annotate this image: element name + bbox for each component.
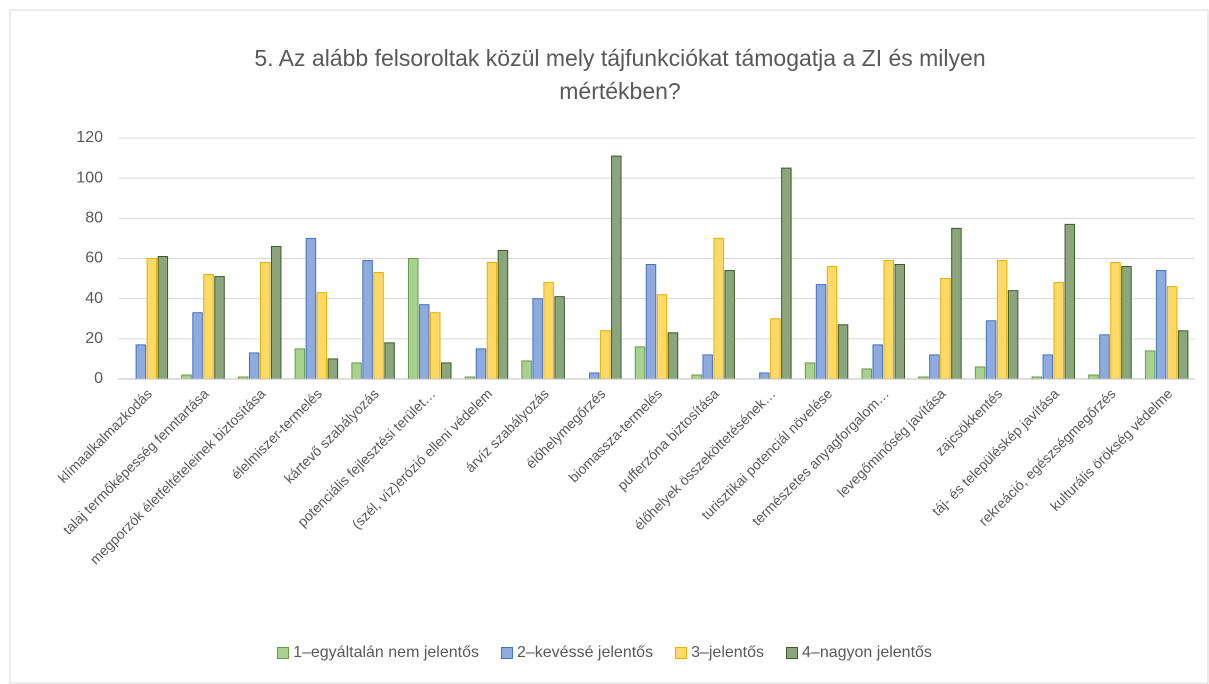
bar (543, 282, 554, 380)
bar (373, 272, 384, 380)
bar (656, 294, 668, 380)
bar (929, 354, 940, 380)
bar (146, 258, 158, 380)
bar (203, 274, 214, 380)
bar (270, 245, 282, 380)
bar (1144, 350, 1156, 380)
bar (259, 262, 271, 380)
chart-title: 5. Az alább felsoroltak közül mely tájfu… (254, 45, 986, 104)
bar (419, 304, 430, 380)
x-tick-label: biomassza-termelés (565, 385, 665, 485)
bar (974, 366, 986, 380)
y-tick-label: 20 (85, 330, 103, 347)
x-tick-label: levegőminőség javítása (834, 385, 949, 500)
bar (861, 368, 872, 380)
bar (430, 312, 441, 380)
bar (135, 344, 147, 380)
bar (214, 276, 225, 380)
bar (157, 255, 169, 380)
bar (781, 167, 792, 380)
bar (713, 237, 724, 380)
bar (894, 264, 905, 380)
bar (497, 249, 509, 380)
bar (441, 362, 452, 380)
legend-label: 2–kevéssé jelentős (516, 644, 654, 661)
bar (1177, 330, 1189, 380)
bar (475, 348, 487, 380)
x-tick-label: kulturális örökség védelme (1047, 385, 1176, 514)
bar (486, 262, 498, 380)
bar (1110, 262, 1121, 380)
bar (1088, 374, 1099, 380)
bar (316, 292, 328, 380)
bar (872, 344, 883, 380)
bar (554, 296, 565, 380)
bar (667, 332, 679, 380)
bar (770, 318, 781, 380)
bar (691, 374, 702, 380)
bar (1053, 282, 1065, 380)
bar (532, 298, 543, 380)
bar (1064, 223, 1076, 380)
bar (826, 266, 838, 380)
bar (702, 354, 713, 380)
legend-item: 4–nagyon jelentős (786, 644, 932, 662)
bar (985, 320, 997, 380)
y-tick-label: 60 (85, 250, 103, 267)
legend-swatch (500, 647, 513, 659)
bar (1099, 334, 1110, 380)
bar (1042, 354, 1054, 380)
y-tick-label: 0 (94, 370, 103, 387)
legend-label: 1–egyáltalán nem jelentős (293, 644, 479, 661)
y-tick-label: 80 (85, 210, 103, 227)
legend-swatch (675, 647, 688, 659)
bar (521, 360, 532, 380)
chart-border (9, 9, 1209, 684)
legend-swatch (277, 647, 290, 659)
bar (837, 324, 849, 380)
bar (589, 372, 600, 380)
bar (1166, 286, 1178, 380)
bar (634, 346, 646, 380)
bar (351, 362, 362, 380)
legend: 1–egyáltalán nem jelentős 2–kevéssé jelen… (0, 644, 1209, 662)
bar (248, 352, 260, 380)
x-tick-label: kártevő szabályozás (281, 385, 382, 486)
bar (611, 155, 622, 380)
bar (408, 258, 419, 380)
legend-label: 4–nagyon jelentős (802, 644, 932, 661)
bar (294, 348, 306, 380)
bar (192, 312, 203, 380)
legend-item: 3–jelentős (675, 644, 764, 662)
bar (883, 260, 894, 380)
bar (1155, 270, 1167, 380)
bar (327, 358, 339, 380)
y-tick-label: 100 (76, 169, 103, 186)
bar (940, 278, 951, 380)
y-tick-label: 40 (85, 290, 103, 307)
bar (384, 342, 395, 380)
bar (804, 362, 816, 380)
bar (362, 260, 373, 380)
bar (759, 372, 770, 380)
legend-item: 1–egyáltalán nem jelentős (277, 644, 479, 662)
legend-item: 2–kevéssé jelentős (500, 644, 654, 662)
x-tick-label: pufferzóna biztosítása (614, 385, 722, 493)
bar (951, 227, 962, 380)
legend-label: 3–jelentős (691, 644, 765, 661)
bar (645, 264, 657, 380)
bar (815, 284, 827, 380)
bar (1007, 290, 1019, 380)
bar (600, 330, 611, 380)
bar (724, 270, 735, 380)
bar (181, 374, 192, 380)
bar (1121, 266, 1132, 380)
bar (305, 237, 317, 380)
bar (996, 260, 1008, 380)
legend-swatch (786, 647, 799, 659)
y-tick-label: 120 (76, 129, 103, 146)
x-tick-label: klímaalkalmazkodás (55, 385, 155, 485)
